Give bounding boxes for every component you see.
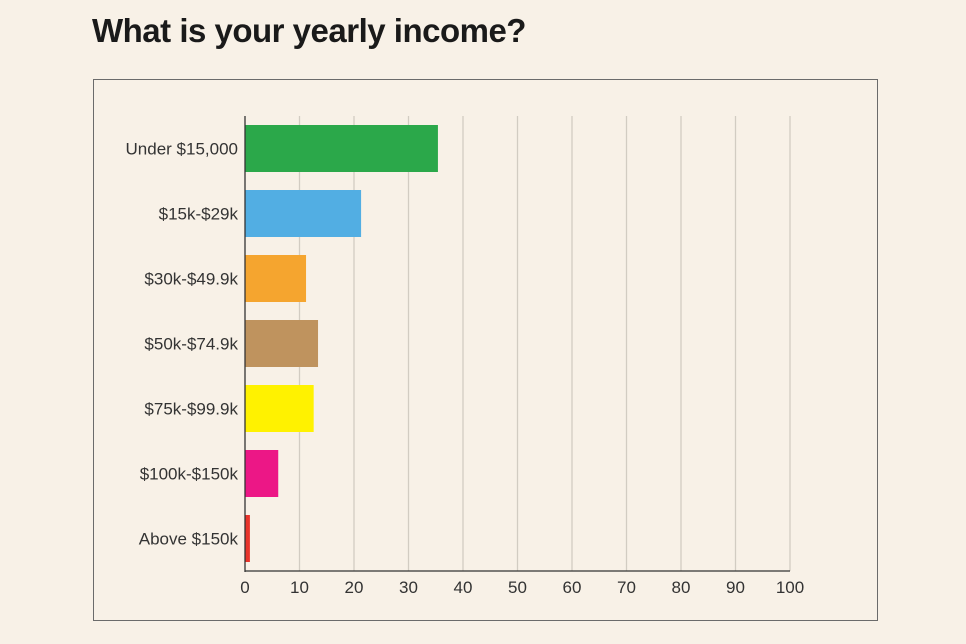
x-tick-label-90: 90 [726,578,745,597]
bar-5 [245,450,279,497]
x-tick-label-10: 10 [290,578,309,597]
x-tick-label-0: 0 [240,578,249,597]
category-label-0: Under $15,000 [126,140,238,159]
x-tick-label-70: 70 [617,578,636,597]
bar-2 [245,255,307,302]
x-tick-label-20: 20 [345,578,364,597]
bar-1 [245,190,362,237]
category-label-3: $50k-$74.9k [144,335,238,354]
bar-0 [245,125,438,172]
bar-4 [245,385,314,432]
category-label-2: $30k-$49.9k [144,270,238,289]
bar-3 [245,320,319,367]
bar-6 [245,515,250,562]
x-tick-label-100: 100 [776,578,804,597]
category-label-6: Above $150k [139,530,239,549]
category-label-5: $100k-$150k [140,465,239,484]
chart-title: What is your yearly income? [92,12,526,49]
x-tick-label-60: 60 [563,578,582,597]
category-label-4: $75k-$99.9k [144,400,238,419]
x-tick-label-30: 30 [399,578,418,597]
chart-frame [93,79,878,621]
category-label-1: $15k-$29k [159,205,239,224]
x-tick-label-80: 80 [672,578,691,597]
x-tick-label-40: 40 [454,578,473,597]
x-tick-label-50: 50 [508,578,527,597]
